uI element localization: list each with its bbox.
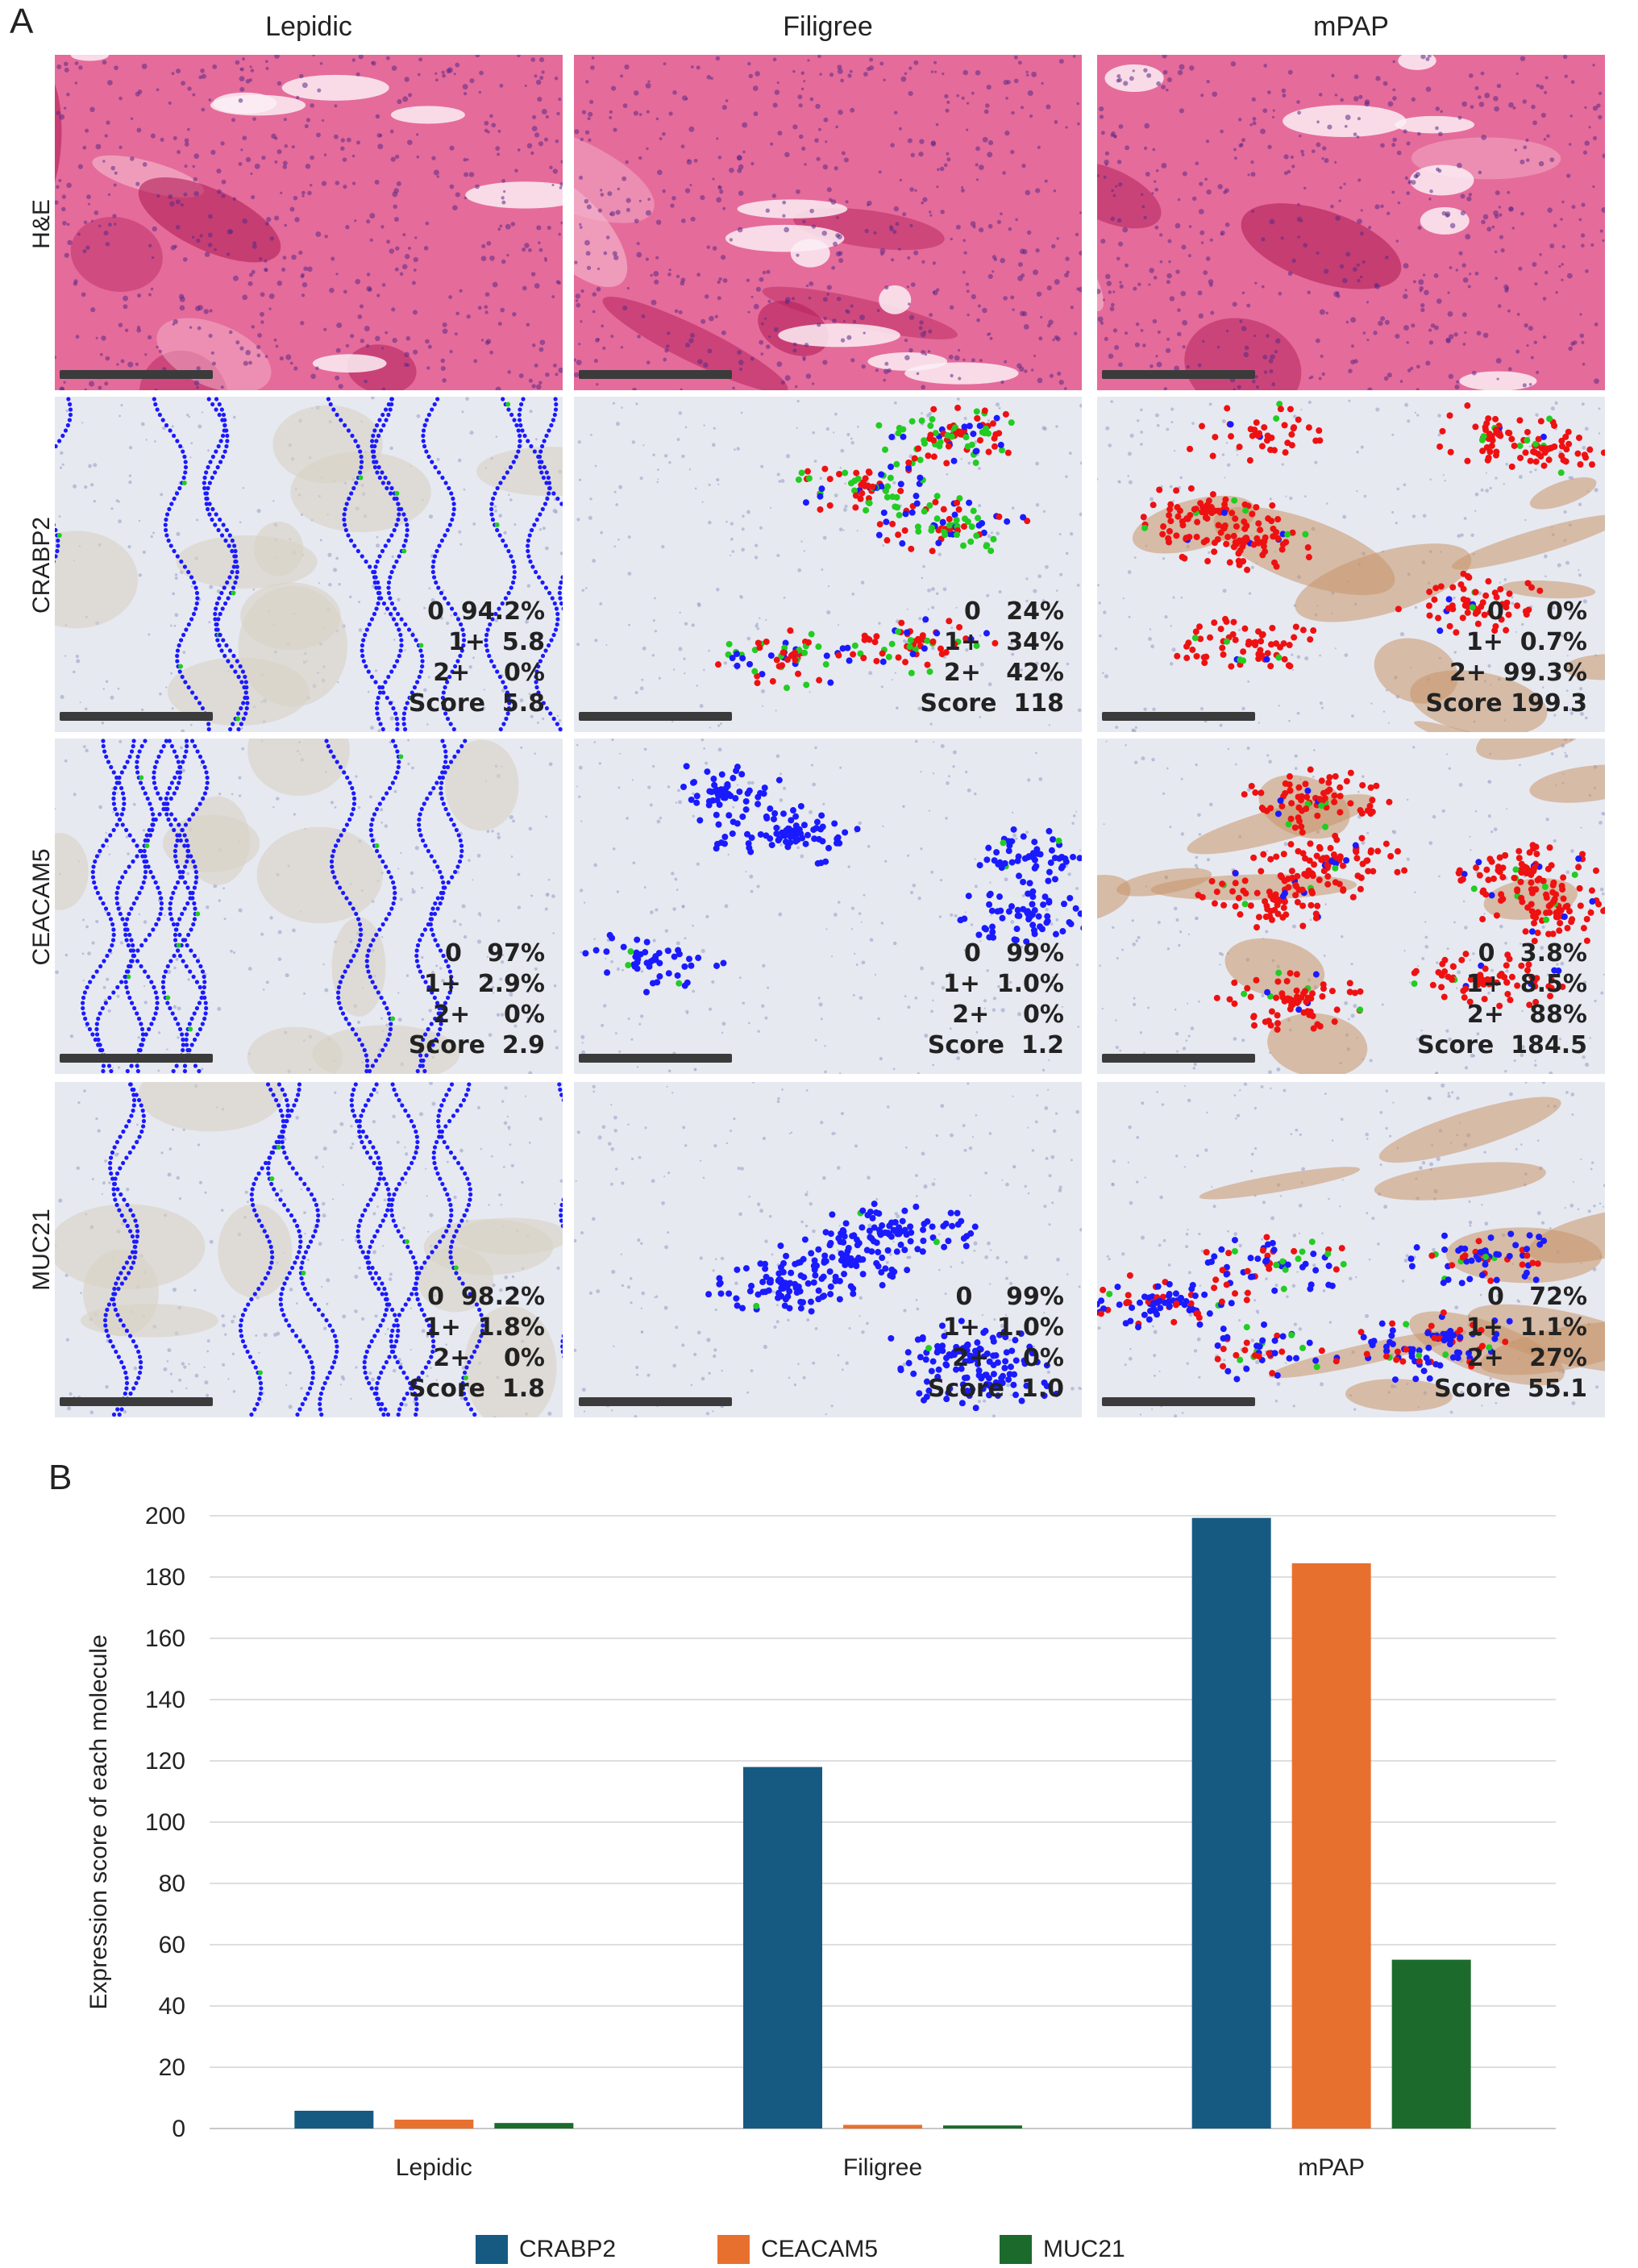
column-header-filigree: Filigree: [783, 11, 873, 42]
muc21-lepidic-micrograph: 0 98.2% 1+ 1.8% 2+ 0% Score 1.8: [55, 1082, 563, 1417]
he-lepidic-micrograph: [55, 55, 563, 390]
tissue-texture: [1097, 55, 1605, 390]
y-tick-label: 100: [145, 1809, 185, 1836]
ihc-stats: 0 99% 1+ 1.0% 2+ 0% Score 1.0: [927, 1283, 1064, 1403]
scale-bar: [579, 1054, 732, 1063]
scale-bar: [1102, 1054, 1255, 1063]
y-axis-label: Expression score of each molecule: [85, 1634, 112, 2009]
bar-crabp2-mpap: [1191, 1517, 1271, 2129]
panel-b-label: B: [48, 1458, 73, 1497]
ceacam5-lepidic-micrograph: 0 97% 1+ 2.9% 2+ 0% Score 2.9: [55, 739, 563, 1074]
y-tick-label: 80: [159, 1871, 185, 1897]
crabp2-filigree-micrograph: 0 24% 1+ 34% 2+ 42% Score 118: [574, 397, 1082, 732]
y-tick-label: 200: [145, 1503, 185, 1529]
tissue-texture: [574, 55, 1082, 390]
scale-bar: [1102, 370, 1255, 379]
y-tick-label: 60: [159, 1932, 185, 1958]
y-tick-label: 20: [159, 2054, 185, 2081]
scale-bar: [60, 1397, 213, 1406]
ihc-stats: 0 3.8% 1+ 8.5% 2+ 88% Score 184.5: [1417, 939, 1587, 1059]
tissue-texture: [574, 1082, 1082, 1417]
ihc-stats: 0 24% 1+ 34% 2+ 42% Score 118: [920, 597, 1064, 718]
scale-bar: [579, 712, 732, 721]
y-tick-label: 160: [145, 1625, 185, 1652]
tissue-texture: [55, 55, 563, 390]
legend-swatch-muc21: [1000, 2235, 1032, 2264]
muc21-mpap-micrograph: 0 72% 1+ 1.1% 2+ 27% Score 55.1: [1097, 1082, 1605, 1417]
bar-muc21-lepidic: [494, 2123, 574, 2129]
ceacam5-filigree-micrograph: 0 99% 1+ 1.0% 2+ 0% Score 1.2: [574, 739, 1082, 1074]
ihc-stats: 0 98.2% 1+ 1.8% 2+ 0% Score 1.8: [408, 1283, 545, 1403]
crabp2-mpap-micrograph: 0 0% 1+ 0.7% 2+ 99.3% Score 199.3: [1097, 397, 1605, 732]
legend-label-muc21: MUC21: [1043, 2236, 1125, 2262]
y-tick-label: 40: [159, 1993, 185, 2020]
ihc-stats: 0 72% 1+ 1.1% 2+ 27% Score 55.1: [1433, 1283, 1587, 1403]
scale-bar: [60, 370, 213, 379]
ihc-stats: 0 94.2% 1+ 5.8 2+ 0% Score 5.8: [408, 597, 545, 718]
x-tick-label: mPAP: [1298, 2154, 1365, 2181]
tissue-texture: [1097, 739, 1605, 1074]
scale-bar: [579, 1397, 732, 1406]
tissue-texture: [1097, 1082, 1605, 1417]
bar-crabp2-lepidic: [294, 2110, 374, 2129]
x-tick-label: Lepidic: [396, 2154, 472, 2181]
x-tick-label: Filigree: [843, 2154, 922, 2181]
bar-ceacam5-mpap: [1291, 1563, 1371, 2129]
scale-bar: [579, 370, 732, 379]
column-header-lepidic: Lepidic: [265, 11, 352, 42]
tissue-texture: [55, 739, 563, 1074]
bar-chart: 0 20 40 60 80 100 120 140 160 180 200 Expression sc…: [85, 1503, 1556, 2181]
ihc-stats: 0 97% 1+ 2.9% 2+ 0% Score 2.9: [408, 939, 545, 1059]
bar-ceacam5-filigree: [843, 2124, 922, 2129]
panel-a-label: A: [10, 2, 34, 41]
legend-swatch-ceacam5: [717, 2235, 750, 2264]
bar-muc21-mpap: [1391, 1959, 1471, 2129]
scale-bar: [1102, 1397, 1255, 1406]
bar-crabp2-filigree: [743, 1767, 822, 2129]
legend-item-ceacam5: CEACAM5: [717, 2233, 878, 2266]
ihc-stats: 0 99% 1+ 1.0% 2+ 0% Score 1.2: [927, 939, 1064, 1059]
y-tick-label: 140: [145, 1687, 185, 1713]
bar-muc21-filigree: [943, 2125, 1022, 2129]
y-tick-label: 0: [172, 2116, 185, 2142]
bar-ceacam5-lepidic: [394, 2119, 474, 2129]
tissue-texture: [55, 1082, 563, 1417]
ihc-stats: 0 0% 1+ 0.7% 2+ 99.3% Score 199.3: [1425, 597, 1587, 718]
scale-bar: [60, 712, 213, 721]
tissue-texture: [574, 397, 1082, 732]
he-mpap-micrograph: [1097, 55, 1605, 390]
legend-item-muc21: MUC21: [1000, 2233, 1125, 2266]
he-filigree-micrograph: [574, 55, 1082, 390]
muc21-filigree-micrograph: 0 99% 1+ 1.0% 2+ 0% Score 1.0: [574, 1082, 1082, 1417]
legend-item-crabp2: CRABP2: [476, 2233, 616, 2266]
ceacam5-mpap-micrograph: 0 3.8% 1+ 8.5% 2+ 88% Score 184.5: [1097, 739, 1605, 1074]
tissue-texture: [574, 739, 1082, 1074]
crabp2-lepidic-micrograph: 0 94.2% 1+ 5.8 2+ 0% Score 5.8: [55, 397, 563, 732]
legend-label-ceacam5: CEACAM5: [761, 2236, 879, 2262]
tissue-texture: [55, 397, 563, 732]
scale-bar: [60, 1054, 213, 1063]
y-tick-label: 120: [145, 1748, 185, 1775]
legend-swatch-crabp2: [476, 2235, 508, 2264]
legend-label-crabp2: CRABP2: [519, 2236, 617, 2262]
tissue-texture: [1097, 397, 1605, 732]
scale-bar: [1102, 712, 1255, 721]
y-tick-label: 180: [145, 1564, 185, 1591]
column-header-mpap: mPAP: [1313, 11, 1389, 42]
